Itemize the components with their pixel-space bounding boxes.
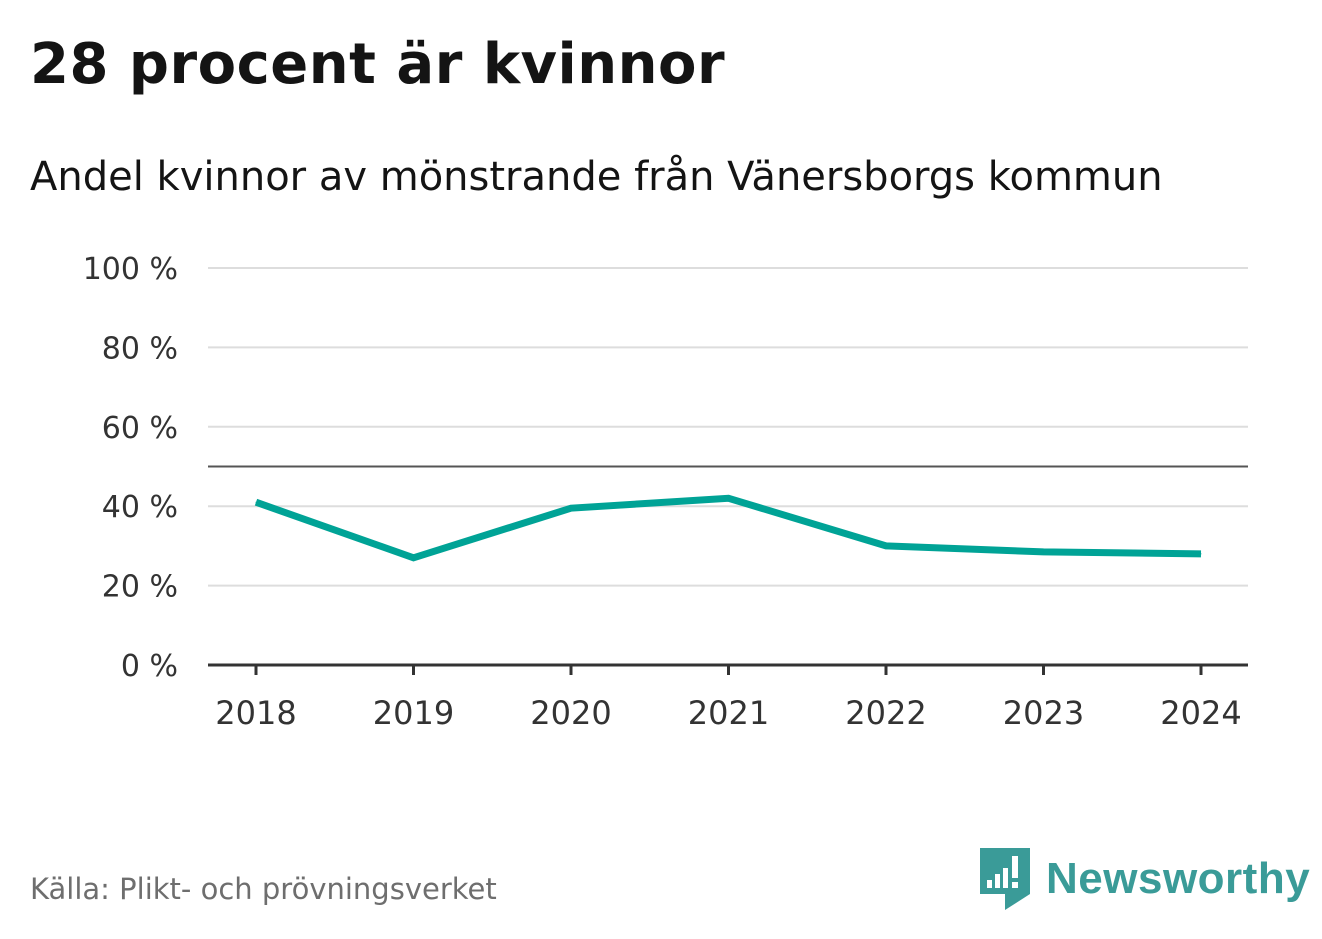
data-point xyxy=(570,507,572,509)
y-tick-label: 100 % xyxy=(83,252,178,287)
y-tick-label: 20 % xyxy=(102,570,178,605)
x-tick-label: 2024 xyxy=(1160,694,1241,732)
chart-title: 28 procent är kvinnor xyxy=(30,32,726,97)
newsworthy-logo: Newsworthy xyxy=(980,848,1310,910)
data-point xyxy=(413,557,414,559)
y-tick-label: 0 % xyxy=(121,649,178,684)
source-note: Källa: Plikt- och prövningsverket xyxy=(30,872,497,906)
chart-subtitle: Andel kvinnor av mönstrande från Vänersb… xyxy=(30,154,1163,200)
data-point xyxy=(885,545,887,547)
x-tick-label: 2018 xyxy=(215,694,296,732)
y-tick-label: 80 % xyxy=(102,331,178,366)
x-tick-label: 2023 xyxy=(1003,694,1084,732)
x-tick-label: 2022 xyxy=(845,694,926,732)
x-tick-label: 2021 xyxy=(688,694,769,732)
brand-name: Newsworthy xyxy=(1046,854,1311,903)
data-point xyxy=(728,497,729,499)
x-tick-label: 2020 xyxy=(530,694,611,732)
y-tick-label: 60 % xyxy=(102,411,178,446)
y-tick-label: 40 % xyxy=(102,490,178,525)
data-point xyxy=(1200,553,1202,555)
newsworthy-logo-icon xyxy=(980,848,1030,910)
data-point xyxy=(1043,551,1044,553)
data-point xyxy=(255,501,257,503)
x-tick-label: 2019 xyxy=(373,694,454,732)
